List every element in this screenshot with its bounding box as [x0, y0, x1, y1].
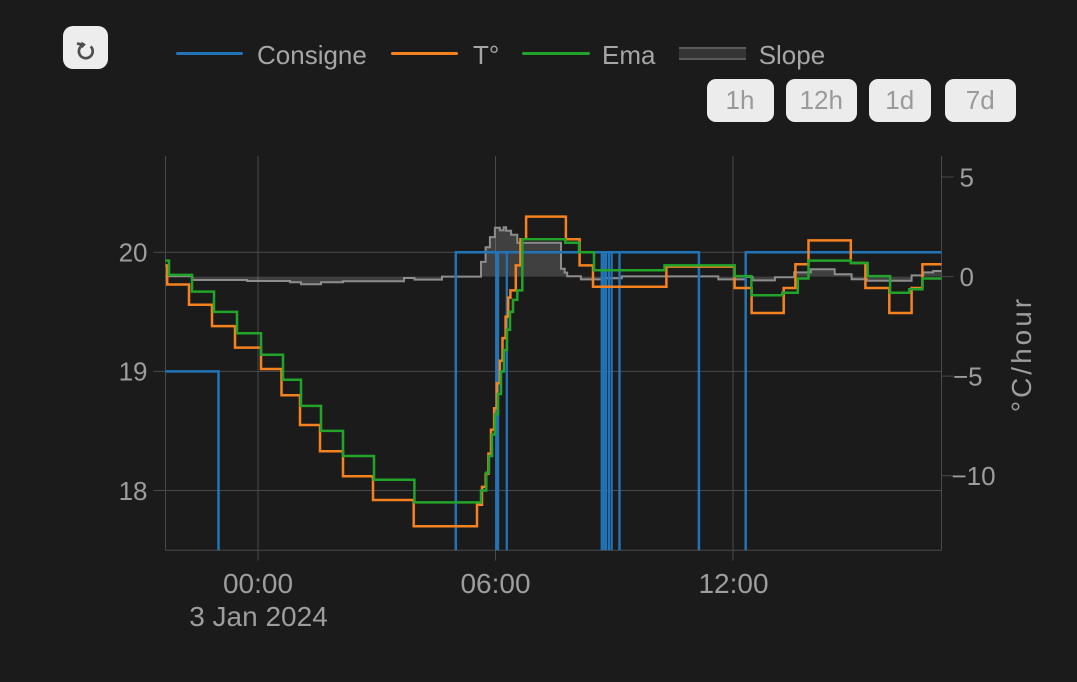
svg-text:20: 20	[119, 238, 148, 268]
svg-text:18: 18	[119, 476, 148, 506]
svg-text:12:00: 12:00	[698, 568, 768, 599]
svg-text:19: 19	[119, 357, 148, 387]
svg-text:0: 0	[960, 262, 974, 292]
svg-text:3 Jan 2024: 3 Jan 2024	[189, 601, 328, 632]
svg-text:00:00: 00:00	[223, 568, 293, 599]
svg-text:06:00: 06:00	[460, 568, 530, 599]
svg-text:−5: −5	[953, 361, 983, 391]
svg-text:−10: −10	[952, 461, 996, 491]
svg-text:°C/hour: °C/hour	[1006, 296, 1037, 412]
svg-text:5: 5	[960, 162, 974, 192]
